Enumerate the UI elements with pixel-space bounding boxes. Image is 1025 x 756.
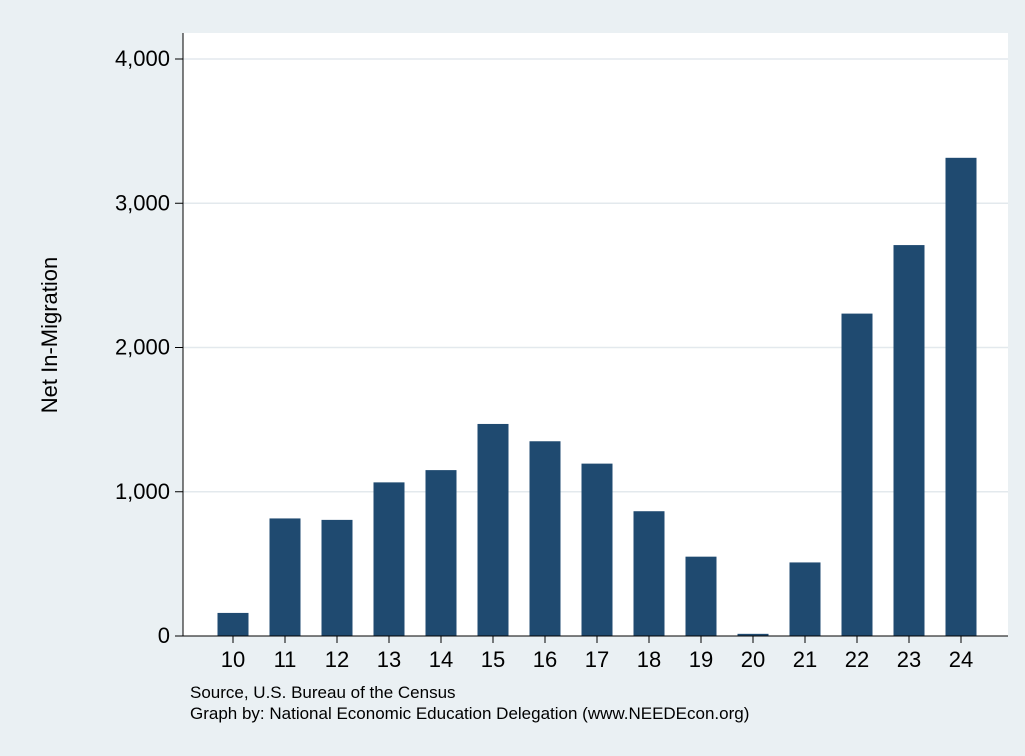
bar-21 <box>789 562 821 636</box>
x-tick-label: 21 <box>793 647 817 672</box>
bar-19 <box>685 556 717 636</box>
y-tick-label: 0 <box>158 623 170 648</box>
bars <box>217 157 977 636</box>
bar-20 <box>737 633 769 636</box>
x-tick-label: 13 <box>377 647 401 672</box>
bar-16 <box>529 441 561 636</box>
y-tick-label: 3,000 <box>115 190 170 215</box>
bar-11 <box>269 518 301 636</box>
bar-13 <box>373 482 405 636</box>
y-tick-label: 4,000 <box>115 46 170 71</box>
x-tick-label: 23 <box>897 647 921 672</box>
x-tick-label: 19 <box>689 647 713 672</box>
bar-17 <box>581 463 613 636</box>
y-axis-label: Net In-Migration <box>37 257 62 414</box>
x-tick-label: 10 <box>221 647 245 672</box>
y-tick-label: 1,000 <box>115 479 170 504</box>
y-axis-ticks: 0 1,000 2,000 3,000 4,000 <box>115 46 183 648</box>
x-tick-label: 22 <box>845 647 869 672</box>
bar-23 <box>893 245 925 636</box>
x-tick-label: 20 <box>741 647 765 672</box>
bar-24 <box>945 157 977 636</box>
bar-10 <box>217 612 249 636</box>
bar-12 <box>321 519 353 636</box>
bar-18 <box>633 511 665 636</box>
credit-note: Graph by: National Economic Education De… <box>190 704 749 723</box>
x-tick-label: 18 <box>637 647 661 672</box>
x-tick-label: 14 <box>429 647 453 672</box>
y-tick-label: 2,000 <box>115 335 170 360</box>
bar-14 <box>425 470 457 636</box>
x-tick-label: 12 <box>325 647 349 672</box>
x-tick-label: 24 <box>949 647 973 672</box>
bar-15 <box>477 423 509 636</box>
x-tick-label: 11 <box>274 647 297 672</box>
x-tick-label: 17 <box>585 647 609 672</box>
x-tick-label: 15 <box>481 647 505 672</box>
x-tick-label: 16 <box>533 647 557 672</box>
bar-22 <box>841 313 873 636</box>
x-axis-ticks: 10 11 12 13 14 15 16 17 18 19 20 21 22 23 24 <box>221 636 973 672</box>
source-note: Source, U.S. Bureau of the Census <box>190 683 456 702</box>
